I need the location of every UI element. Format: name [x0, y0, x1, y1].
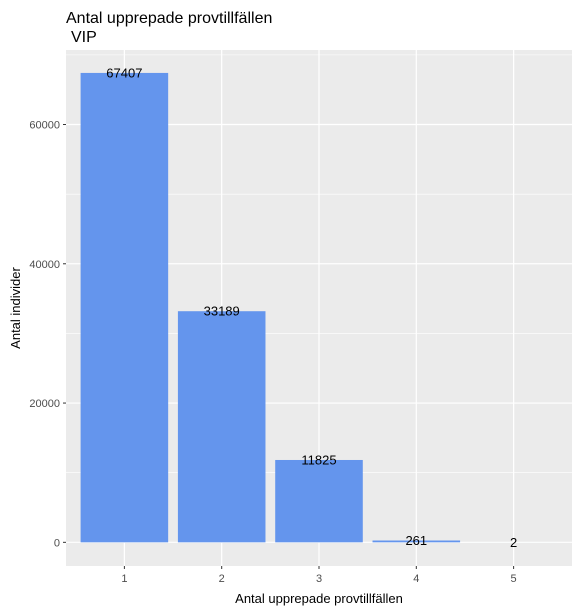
y-tick-label: 0 — [54, 537, 60, 549]
x-axis: 1 2 3 4 5 — [121, 566, 517, 585]
data-label-3: 11825 — [301, 452, 336, 467]
bar-1 — [80, 72, 169, 543]
data-label-2: 33189 — [204, 304, 240, 319]
y-tick-label: 20000 — [29, 398, 60, 410]
chart-subtitle: VIP — [71, 29, 97, 46]
x-tick-label-3: 3 — [316, 573, 322, 585]
bar-3 — [275, 459, 363, 543]
x-tick-label-2: 2 — [219, 573, 225, 585]
bar-2 — [177, 311, 266, 543]
x-tick-label-4: 4 — [413, 573, 419, 585]
x-tick-label-1: 1 — [121, 573, 127, 585]
data-label-4: 261 — [405, 533, 427, 548]
data-label-1: 67407 — [106, 65, 142, 80]
x-axis-title: Antal upprepade provtillfällen — [235, 591, 403, 606]
x-tick-label-5: 5 — [511, 573, 517, 585]
y-tick-label: 40000 — [29, 259, 60, 271]
bars — [80, 72, 558, 543]
chart-title: Antal upprepade provtillfällen — [66, 10, 272, 27]
y-axis-title: Antal individer — [8, 267, 23, 349]
data-labels: 67407 33189 11825 261 2 — [106, 65, 517, 549]
y-axis: 0 20000 40000 60000 — [29, 120, 66, 549]
y-tick-label: 60000 — [29, 120, 60, 132]
data-label-5: 2 — [510, 535, 517, 550]
bar-4 — [372, 540, 461, 543]
